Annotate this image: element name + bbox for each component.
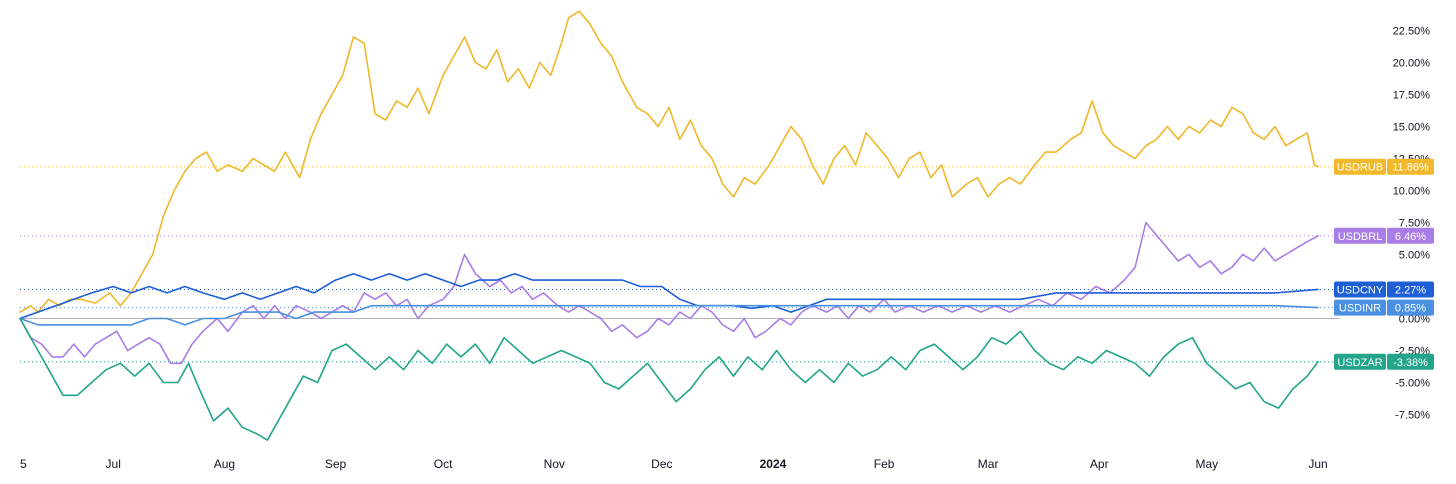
x-tick-label: Sep: [325, 457, 347, 471]
series-value-box: [1387, 227, 1434, 244]
series-name-box: [1334, 281, 1386, 298]
series-name-box: [1334, 227, 1386, 244]
series-value-box: [1387, 281, 1434, 298]
y-tick-label: 15.00%: [1393, 122, 1431, 134]
x-tick-label: May: [1196, 457, 1219, 471]
series-name-label: USDCNY: [1337, 284, 1384, 296]
x-tick-label: Jul: [106, 457, 121, 471]
series-value-label: 0.85%: [1395, 303, 1426, 315]
series-value-tags[interactable]: USDRUB 11.86% USDBRL 6.46% USDCNY 2.27% USDINR…: [1334, 158, 1434, 370]
value-tag-usdzar[interactable]: USDZAR -3.38%: [1334, 353, 1434, 370]
series-name-label: USDBRL: [1338, 231, 1383, 243]
series-value-box: [1387, 353, 1434, 370]
x-tick-label: Aug: [214, 457, 235, 471]
series-line-usdcny: [19, 272, 1319, 320]
x-tick-label: Jun: [1308, 457, 1327, 471]
y-tick-label: 5.00%: [1399, 250, 1430, 262]
y-tick-label: 0.00%: [1399, 314, 1430, 326]
series-lines: [19, 10, 1319, 441]
x-tick-label: Oct: [434, 457, 453, 471]
x-tick-label: 5: [20, 457, 27, 471]
x-tick-label: Apr: [1090, 457, 1109, 471]
value-tag-usdcny[interactable]: USDCNY 2.27%: [1334, 281, 1434, 298]
series-value-box: [1387, 158, 1434, 175]
series-value-box: [1387, 299, 1434, 316]
series-line-usdrub: [19, 10, 1319, 313]
series-line-usdbrl: [19, 221, 1319, 365]
value-tag-usdrub[interactable]: USDRUB 11.86%: [1334, 158, 1434, 175]
series-name-box: [1334, 158, 1386, 175]
series-name-label: USDRUB: [1337, 162, 1383, 174]
series-name-label: USDINR: [1339, 303, 1381, 315]
y-tick-label: 20.00%: [1393, 58, 1431, 70]
x-axis: 5 Jul Aug Sep Oct Nov Dec 2024 Feb Mar Apr May Jun: [20, 457, 1328, 471]
y-tick-label: -5.00%: [1395, 378, 1430, 390]
x-tick-label: Dec: [651, 457, 672, 471]
series-name-label: USDZAR: [1337, 357, 1382, 369]
series-value-label: 6.46%: [1395, 231, 1426, 243]
x-tick-label: Nov: [544, 457, 565, 471]
x-tick-label: Feb: [874, 457, 895, 471]
series-value-label: 2.27%: [1395, 284, 1426, 296]
value-tag-usdbrl[interactable]: USDBRL 6.46%: [1334, 227, 1434, 244]
series-value-label: 11.86%: [1392, 162, 1429, 174]
series-line-usdzar: [19, 317, 1319, 441]
value-tag-usdinr[interactable]: USDINR 0.85%: [1334, 299, 1434, 316]
series-name-box: [1334, 353, 1386, 370]
y-tick-label: 17.50%: [1393, 90, 1431, 102]
x-tick-label: Mar: [978, 457, 999, 471]
x-tick-label: 2024: [760, 457, 787, 471]
series-line-usdinr: [19, 304, 1319, 326]
price-guide-lines: [20, 166, 1334, 363]
y-tick-label: 7.50%: [1399, 218, 1430, 230]
series-value-label: -3.38%: [1393, 357, 1428, 369]
y-tick-label: 10.00%: [1393, 186, 1431, 198]
y-tick-label: 22.50%: [1393, 26, 1431, 38]
y-tick-label: -7.50%: [1395, 410, 1430, 422]
series-name-box: [1334, 299, 1386, 316]
